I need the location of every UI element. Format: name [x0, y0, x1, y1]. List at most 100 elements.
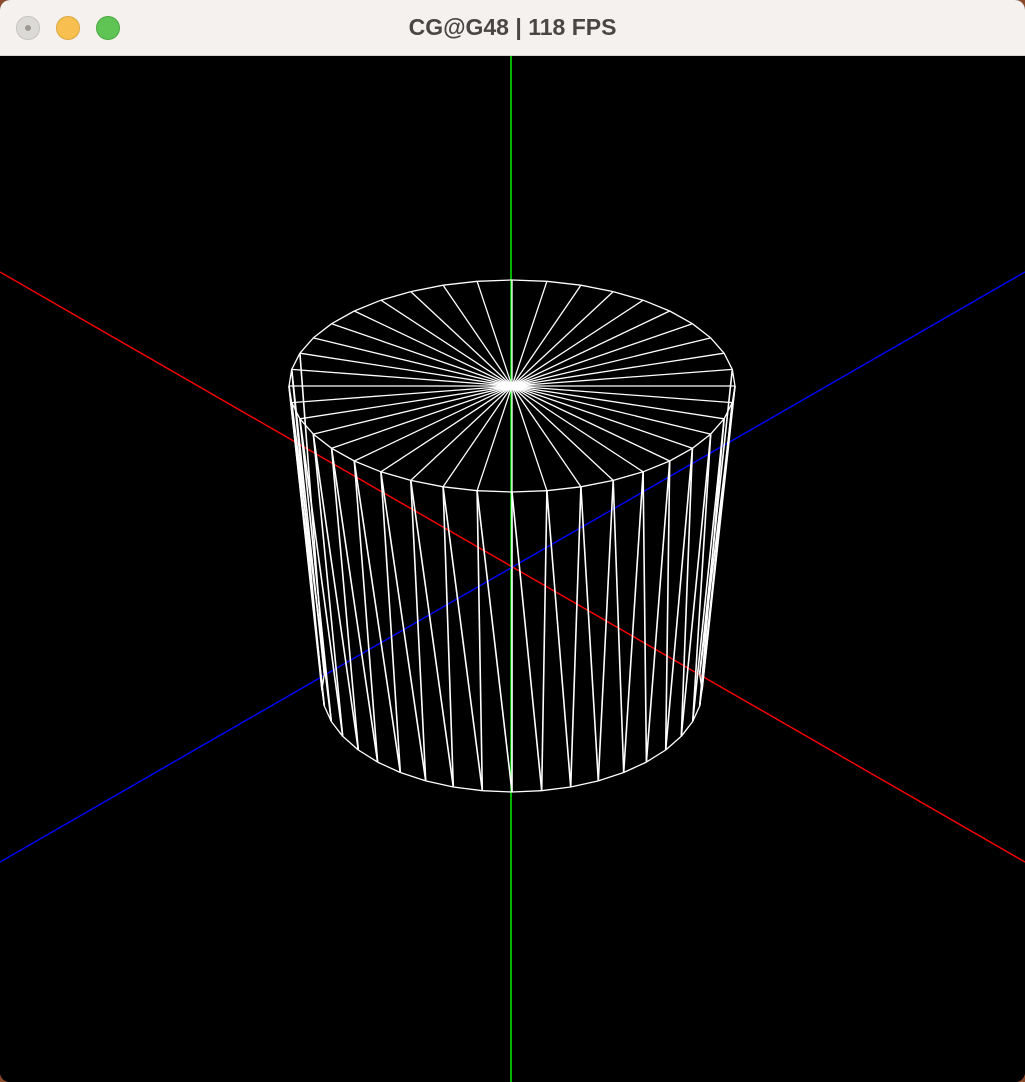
- top-rim-edge: [410, 284, 444, 293]
- top-spoke: [354, 385, 513, 462]
- top-spoke: [511, 323, 693, 387]
- side-edge: [691, 418, 725, 722]
- top-spoke: [410, 385, 513, 481]
- top-rim-edge: [380, 471, 411, 482]
- top-rim-edge: [710, 418, 725, 435]
- bottom-rim-edge: [400, 771, 426, 782]
- top-spoke: [331, 385, 513, 449]
- side-diagonal: [698, 385, 736, 675]
- top-rim-edge: [669, 447, 693, 462]
- top-rim-edge: [477, 279, 513, 282]
- top-spoke: [476, 281, 513, 387]
- top-rim-edge: [580, 284, 614, 293]
- top-spoke: [442, 284, 513, 387]
- top-rim-edge: [580, 479, 614, 488]
- close-icon[interactable]: [16, 16, 40, 40]
- side-edge: [597, 480, 614, 781]
- top-spoke: [511, 291, 614, 387]
- side-diagonal: [410, 480, 455, 788]
- top-spoke: [299, 352, 513, 387]
- top-rim-edge: [723, 352, 733, 370]
- side-diagonal: [312, 433, 360, 751]
- bottom-rim-edge: [598, 771, 624, 782]
- top-rim-edge: [331, 310, 355, 325]
- bottom-rim-edge: [357, 749, 378, 763]
- render-viewport[interactable]: [0, 56, 1025, 1082]
- top-rim-edge: [312, 323, 332, 339]
- top-spoke: [511, 284, 582, 387]
- top-rim-edge: [642, 299, 670, 312]
- window-title: CG@G48 | 118 FPS: [408, 14, 617, 40]
- bottom-rim-edge: [453, 786, 483, 792]
- top-spoke: [291, 385, 513, 404]
- top-spoke: [442, 385, 513, 488]
- side-diagonal: [330, 448, 379, 763]
- side-diagonal: [442, 486, 484, 791]
- top-rim-edge: [546, 280, 581, 286]
- side-edge: [476, 490, 484, 791]
- zoom-icon[interactable]: [96, 16, 120, 40]
- side-diagonal: [290, 402, 333, 722]
- top-spoke: [511, 385, 670, 462]
- bottom-rim-edge: [511, 790, 542, 793]
- top-spoke: [410, 291, 513, 387]
- bottom-rim-edge: [330, 721, 344, 737]
- side-diagonal: [299, 418, 344, 737]
- top-spoke: [511, 368, 733, 387]
- top-rim-edge: [291, 352, 301, 370]
- side-edge: [442, 486, 455, 788]
- side-diagonal: [511, 491, 543, 791]
- top-spoke: [354, 310, 513, 387]
- side-diagonal: [612, 480, 625, 773]
- side-diagonal: [546, 490, 572, 788]
- side-diagonal: [642, 471, 648, 763]
- top-spoke: [380, 385, 513, 473]
- top-spoke: [331, 323, 513, 387]
- side-diagonal: [476, 490, 513, 793]
- side-diagonal: [353, 460, 402, 773]
- bottom-rim-edge: [680, 721, 694, 737]
- side-edge: [540, 490, 548, 791]
- top-spoke: [511, 352, 725, 387]
- bottom-rim-edge: [646, 749, 667, 763]
- side-diagonal: [680, 448, 694, 737]
- top-rim-edge: [477, 490, 513, 493]
- top-spoke: [511, 385, 644, 473]
- top-spoke: [511, 299, 644, 387]
- top-spoke: [380, 299, 513, 387]
- top-rim-edge: [312, 433, 332, 449]
- top-rim-edge: [410, 479, 444, 488]
- bottom-rim-edge: [482, 790, 513, 793]
- top-spoke: [511, 310, 670, 387]
- top-rim-edge: [443, 486, 478, 492]
- top-rim-edge: [511, 490, 547, 493]
- top-spoke: [313, 385, 513, 435]
- top-spoke: [511, 385, 548, 491]
- top-spoke: [511, 281, 548, 387]
- top-spoke: [313, 337, 513, 387]
- minimize-icon[interactable]: [56, 16, 80, 40]
- top-rim-edge: [443, 280, 478, 286]
- bottom-rim-edge: [425, 780, 454, 788]
- top-rim-edge: [380, 290, 411, 301]
- side-diagonal: [380, 471, 427, 782]
- title-bar[interactable]: CG@G48 | 118 FPS: [0, 0, 1025, 56]
- top-rim-edge: [642, 460, 670, 473]
- side-edge: [353, 460, 379, 763]
- bottom-rim-edge: [377, 761, 401, 774]
- side-edge: [622, 471, 644, 773]
- top-spoke: [299, 385, 513, 420]
- side-edge: [290, 369, 326, 675]
- top-spoke: [511, 385, 693, 449]
- side-edge: [569, 486, 582, 788]
- top-spoke: [511, 337, 711, 387]
- top-rim-edge: [354, 460, 382, 473]
- scene-canvas: [0, 56, 1025, 1082]
- bottom-rim-edge: [323, 705, 332, 722]
- top-spoke: [291, 368, 513, 387]
- bottom-rim-edge: [342, 735, 359, 751]
- side-edge: [330, 448, 360, 751]
- top-rim-edge: [613, 290, 644, 301]
- top-rim-edge: [299, 418, 314, 435]
